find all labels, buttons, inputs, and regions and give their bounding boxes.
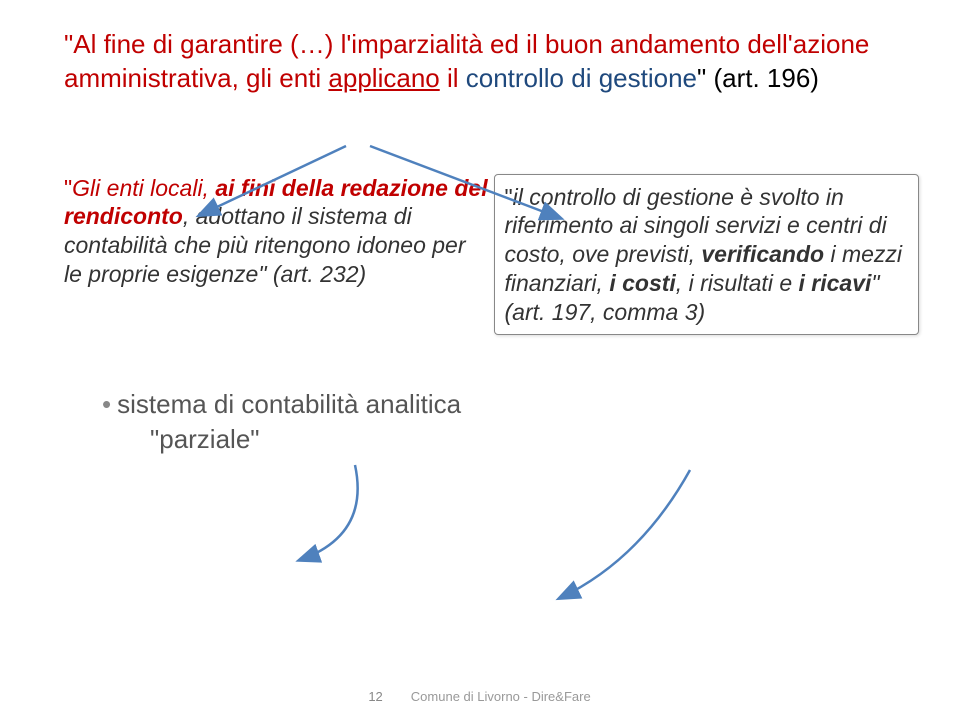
arrow-left-to-bottom [300,465,358,560]
top-quote-block: "Al fine di garantire (…) l'imparzialità… [64,28,919,96]
right-quote-box: "il controllo di gestione è svolto in ri… [494,174,920,336]
top-quote-controllo: controllo di gestione [466,63,697,93]
bottom-bullet-block: • sistema di contabilità analitica "parz… [102,387,919,457]
left-before-bold: Gli enti locali, [72,175,215,201]
right-quote-text: "il controllo di gestione è svolto in ri… [505,184,903,325]
right-bold1: verificando [701,241,824,267]
arrow-right-to-bottom [560,470,690,598]
bullet-line-1: • sistema di contabilità analitica [102,387,919,422]
bullet-dot-icon: • [102,387,111,422]
slide: "Al fine di garantire (…) l'imparzialità… [0,0,959,718]
top-quote-end: " (art. 196) [697,63,819,93]
right-bold3: i ricavi [799,270,872,296]
right-bold2: i costi [609,270,675,296]
bullet-line-2: "parziale" [150,422,919,457]
left-quote-block: "Gli enti locali, ai fini della redazion… [64,174,490,336]
top-quote-mid: il [440,63,466,93]
bullet-text-1: sistema di contabilità analitica [117,387,461,422]
footer: 12 Comune di Livorno - Dire&Fare [0,689,959,704]
right-q-open: " [505,184,513,210]
arrows-overlay [0,0,959,718]
top-quote-applicano: applicano [328,63,439,93]
page-number: 12 [368,689,382,704]
two-columns: "Gli enti locali, ai fini della redazion… [64,174,919,336]
left-q-open: " [64,175,72,201]
top-quote-dots: … [299,29,325,59]
footer-credit: Comune di Livorno - Dire&Fare [411,689,591,704]
right-mid2: , i risultati e [676,270,799,296]
right-quote-block: "il controllo di gestione è svolto in ri… [494,174,920,336]
bullet-text-2: "parziale" [150,422,260,457]
top-quote-open: "Al fine di garantire ( [64,29,299,59]
